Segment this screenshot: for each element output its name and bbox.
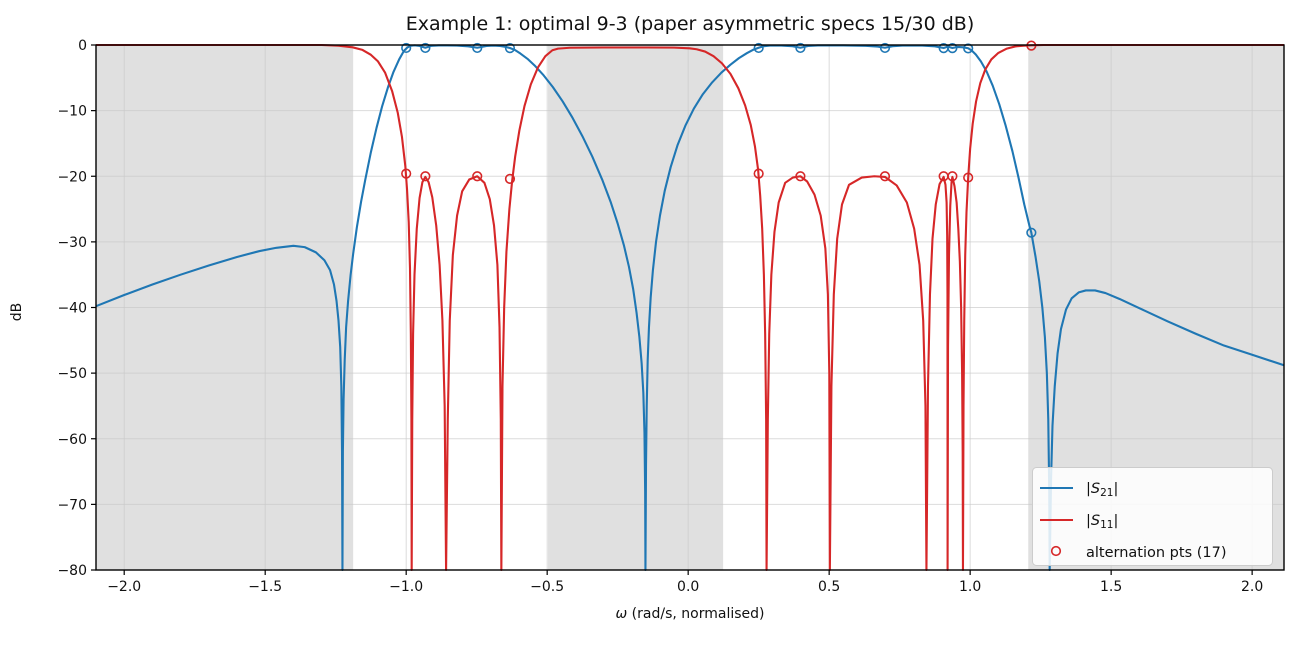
legend-alternation-label: alternation pts (17) <box>1086 545 1227 561</box>
s11-curve <box>96 43 1284 572</box>
legend-s11-label: |S11| <box>1086 513 1118 531</box>
y-tick-label: −20 <box>57 169 87 185</box>
alternation-markers <box>401 40 1037 238</box>
alternation-marker-s21 <box>753 42 764 54</box>
alternation-marker-s11 <box>963 172 974 183</box>
alternation-marker-s21 <box>947 43 958 54</box>
alternation-marker-s11 <box>795 171 806 182</box>
x-tick-label: 1.0 <box>959 579 981 595</box>
tick-labels: −2.0 −1.5 −1.0 −0.5 0.0 0.5 1.0 1.5 2.0 0 −10 −20 −3… <box>57 38 1263 595</box>
legend-s21-label: |S21| <box>1086 481 1118 499</box>
y-tick-label: −70 <box>57 497 87 513</box>
x-tick-label: −2.0 <box>107 579 141 595</box>
alternation-marker-s21 <box>420 42 431 54</box>
legend-alternation-marker-sample <box>1050 545 1062 557</box>
alternation-marker-s21 <box>795 42 806 54</box>
alternation-marker-s21 <box>401 42 412 54</box>
y-tick-label: −50 <box>57 366 87 382</box>
y-tick-label: −80 <box>57 563 87 579</box>
axes-frame <box>91 44 1285 575</box>
x-tick-label: 2.0 <box>1241 579 1263 595</box>
alternation-marker-s21 <box>879 42 891 54</box>
alternation-marker-s11 <box>472 171 483 182</box>
omega-symbol: ω <box>616 606 628 622</box>
y-axis-label: dB <box>9 303 25 322</box>
legend-box <box>1032 467 1273 566</box>
chart-title: Example 1: optimal 9-3 (paper asymmetric… <box>406 13 975 35</box>
x-tick-label: 1.5 <box>1100 579 1122 595</box>
x-tick-label: 0.5 <box>818 579 840 595</box>
y-tick-label: −60 <box>57 432 87 448</box>
alternation-marker-s21 <box>504 43 516 54</box>
alternation-marker-s11 <box>420 171 431 182</box>
x-tick-label: −0.5 <box>530 579 564 595</box>
y-tick-label: 0 <box>78 38 87 54</box>
alternation-marker-s21 <box>472 42 483 54</box>
alternation-marker-s11 <box>753 168 764 179</box>
alternation-marker-s11 <box>504 173 516 184</box>
x-tick-label: −1.0 <box>389 579 423 595</box>
x-tick-label: 0.0 <box>677 579 699 595</box>
x-axis-label: ω (rad/s, normalised) <box>616 606 765 622</box>
x-tick-label: −1.5 <box>248 579 282 595</box>
y-tick-label: −10 <box>57 104 87 120</box>
alternation-marker-s11 <box>947 171 958 182</box>
legend: |S21| |S11| alternation pts (17) <box>1032 467 1273 566</box>
alternation-marker-s11 <box>401 168 412 179</box>
alternation-marker-s11 <box>879 171 891 182</box>
y-tick-label: −30 <box>57 235 87 251</box>
y-tick-label: −40 <box>57 301 87 317</box>
x-axis-label-rest: (rad/s, normalised) <box>627 606 764 622</box>
alternation-marker-s21 <box>963 43 974 54</box>
alternation-marker-s21 <box>1026 227 1037 238</box>
